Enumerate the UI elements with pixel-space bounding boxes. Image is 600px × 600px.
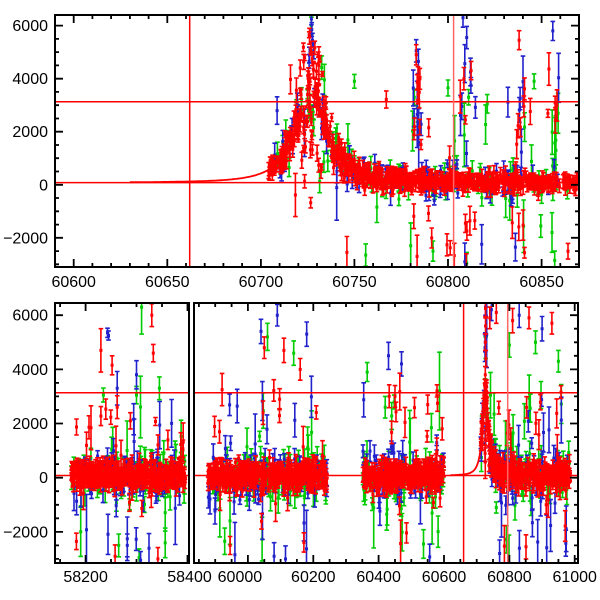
x-tick-label: 60200 [291, 569, 336, 586]
y-axis-ticks [55, 314, 63, 560]
x-tick-label: 60600 [51, 274, 96, 291]
x-tick-label: 60800 [426, 274, 471, 291]
x-tick-label: 60800 [487, 569, 532, 586]
x-tick-label: 60600 [422, 569, 467, 586]
y-tick-label: 6000 [12, 18, 48, 35]
y-tick-label: 6000 [12, 308, 48, 325]
panel-frame [54, 302, 190, 564]
y-tick-label: −2000 [3, 524, 48, 541]
y-tick-label: 2000 [12, 416, 48, 433]
y-tick-label: 4000 [12, 71, 48, 88]
x-tick-label: 60650 [145, 274, 190, 291]
y-tick-label: 2000 [12, 124, 48, 141]
y-tick-label: 4000 [12, 362, 48, 379]
top-red-points [267, 33, 579, 267]
panel-frame [193, 302, 579, 564]
x-tick-label: 60850 [519, 274, 564, 291]
x-tick-label: 60750 [332, 274, 377, 291]
y-tick-label: 0 [39, 177, 48, 194]
x-tick-label: 60700 [239, 274, 284, 291]
x-tick-label: 60000 [218, 569, 263, 586]
y-tick-label: 0 [39, 470, 48, 487]
y-tick-label: −2000 [3, 230, 48, 247]
x-tick-label: 60400 [356, 569, 401, 586]
x-tick-label: 58200 [63, 569, 108, 586]
x-tick-label: 58400 [167, 569, 212, 586]
bottomright-blue-error-bars [206, 303, 570, 563]
x-axis-ticks [59, 303, 189, 563]
x-tick-label: 61000 [552, 569, 597, 586]
y-axis-ticks [570, 314, 578, 560]
model-curve [129, 100, 503, 184]
model-curve [450, 391, 510, 477]
bottomleft-red-points [70, 313, 187, 561]
y-axis-ticks [55, 24, 579, 266]
